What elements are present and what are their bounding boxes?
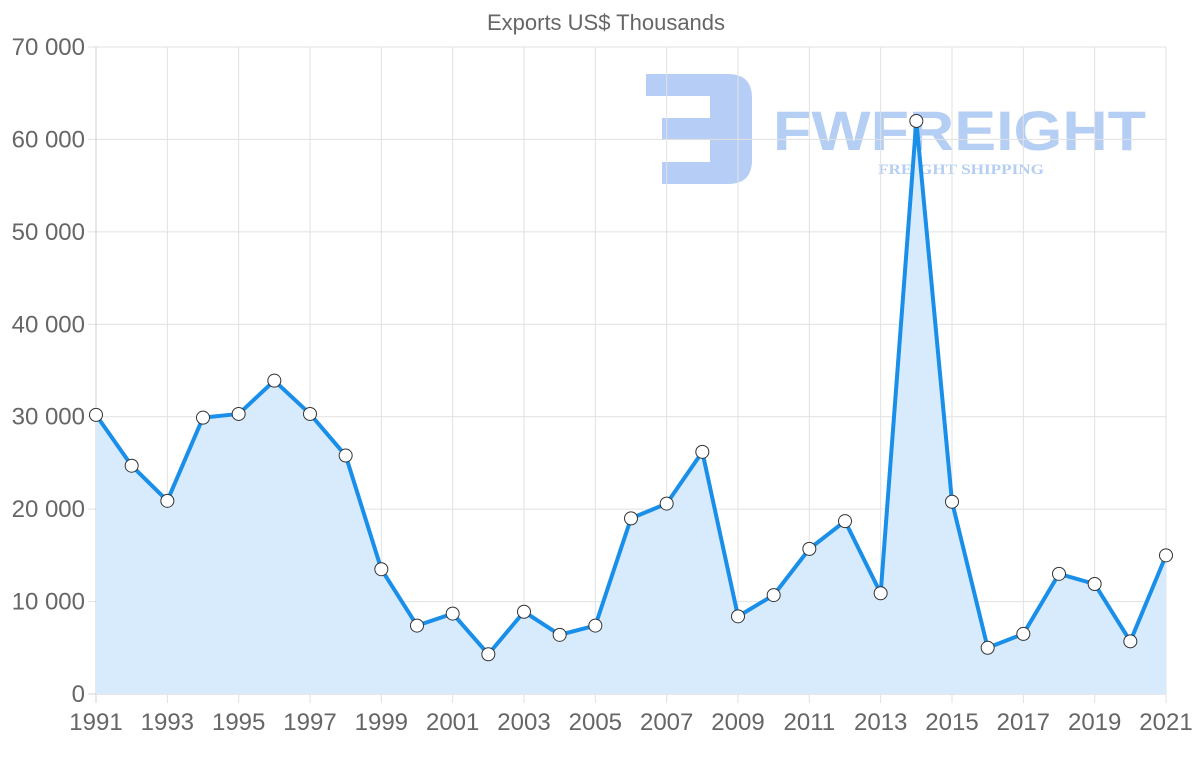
y-tick-label: 40 000	[12, 311, 85, 338]
data-point-1994[interactable]	[196, 410, 210, 425]
area-fill	[96, 120, 1166, 694]
x-axis: 1991 1993 1995 1997 1999 2001 2003 2005 2007 2009…	[69, 709, 1192, 736]
data-point-2016[interactable]	[980, 640, 995, 655]
data-point-2007[interactable]	[659, 496, 674, 511]
data-point-2008[interactable]	[695, 444, 710, 459]
data-point-2009[interactable]	[731, 609, 745, 624]
data-point-2003[interactable]	[517, 604, 531, 619]
data-point-2014[interactable]	[909, 113, 924, 128]
data-point-2000[interactable]	[410, 618, 424, 633]
x-tick-label: 2017	[997, 709, 1050, 736]
data-point-1993[interactable]	[160, 493, 175, 508]
x-tick-label: 1997	[283, 709, 336, 736]
data-point-2001[interactable]	[445, 606, 460, 621]
data-point-1997[interactable]	[303, 406, 317, 421]
y-tick-label: 70 000	[12, 34, 85, 61]
data-point-2006[interactable]	[624, 511, 638, 526]
y-tick-label: 50 000	[12, 219, 85, 246]
x-tick-label: 2009	[711, 709, 764, 736]
x-tick-label: 2001	[426, 709, 479, 736]
x-tick-label: 1991	[69, 709, 122, 736]
chart-title: Exports US$ Thousands	[487, 10, 725, 35]
data-point-1991[interactable]	[89, 407, 103, 422]
x-tick-label: 1995	[212, 709, 265, 736]
x-tick-label: 2007	[640, 709, 693, 736]
data-point-2019[interactable]	[1087, 577, 1102, 592]
data-point-1999[interactable]	[374, 562, 389, 577]
y-tick-label: 10 000	[12, 589, 85, 616]
x-tick-label: 2021	[1139, 709, 1192, 736]
data-point-2020[interactable]	[1123, 634, 1138, 649]
y-tick-label: 30 000	[12, 404, 85, 431]
data-point-1996[interactable]	[267, 373, 282, 388]
data-point-2018[interactable]	[1052, 566, 1066, 581]
data-point-2012[interactable]	[838, 514, 852, 529]
x-tick-label: 2005	[569, 709, 622, 736]
data-point-1998[interactable]	[338, 448, 353, 463]
data-point-2005[interactable]	[588, 618, 603, 633]
data-point-2015[interactable]	[945, 494, 959, 509]
data-point-1992[interactable]	[124, 458, 139, 473]
y-tick-label: 60 000	[12, 126, 85, 153]
logo-mark-icon	[646, 74, 752, 184]
data-point-2013[interactable]	[873, 586, 888, 601]
x-tick-label: 2015	[925, 709, 978, 736]
y-axis: 0 10 000 20 000 30 000 40 000 50 000 60 000 70 …	[12, 34, 85, 708]
x-tick-label: 2011	[784, 709, 836, 736]
data-point-2004[interactable]	[552, 627, 567, 642]
watermark-tagline: FREIGHT SHIPPING	[878, 162, 1044, 178]
data-point-2010[interactable]	[766, 588, 781, 603]
x-tick-label: 2019	[1068, 709, 1121, 736]
watermark-logo: FWFREIGHT FREIGHT SHIPPING	[646, 74, 1146, 184]
data-point-2021[interactable]	[1159, 548, 1173, 563]
data-points	[89, 113, 1173, 662]
y-tick-label: 0	[72, 681, 85, 708]
data-point-1995[interactable]	[231, 406, 246, 421]
watermark-brand: FWFREIGHT	[773, 99, 1146, 162]
data-point-2002[interactable]	[481, 647, 496, 662]
y-tick-label: 20 000	[12, 496, 85, 523]
data-point-2017[interactable]	[1016, 626, 1031, 641]
data-point-2011[interactable]	[802, 541, 817, 556]
x-tick-label: 2013	[854, 709, 907, 736]
x-tick-label: 1999	[355, 709, 408, 736]
x-tick-label: 1993	[141, 709, 194, 736]
x-tick-label: 2003	[497, 709, 550, 736]
